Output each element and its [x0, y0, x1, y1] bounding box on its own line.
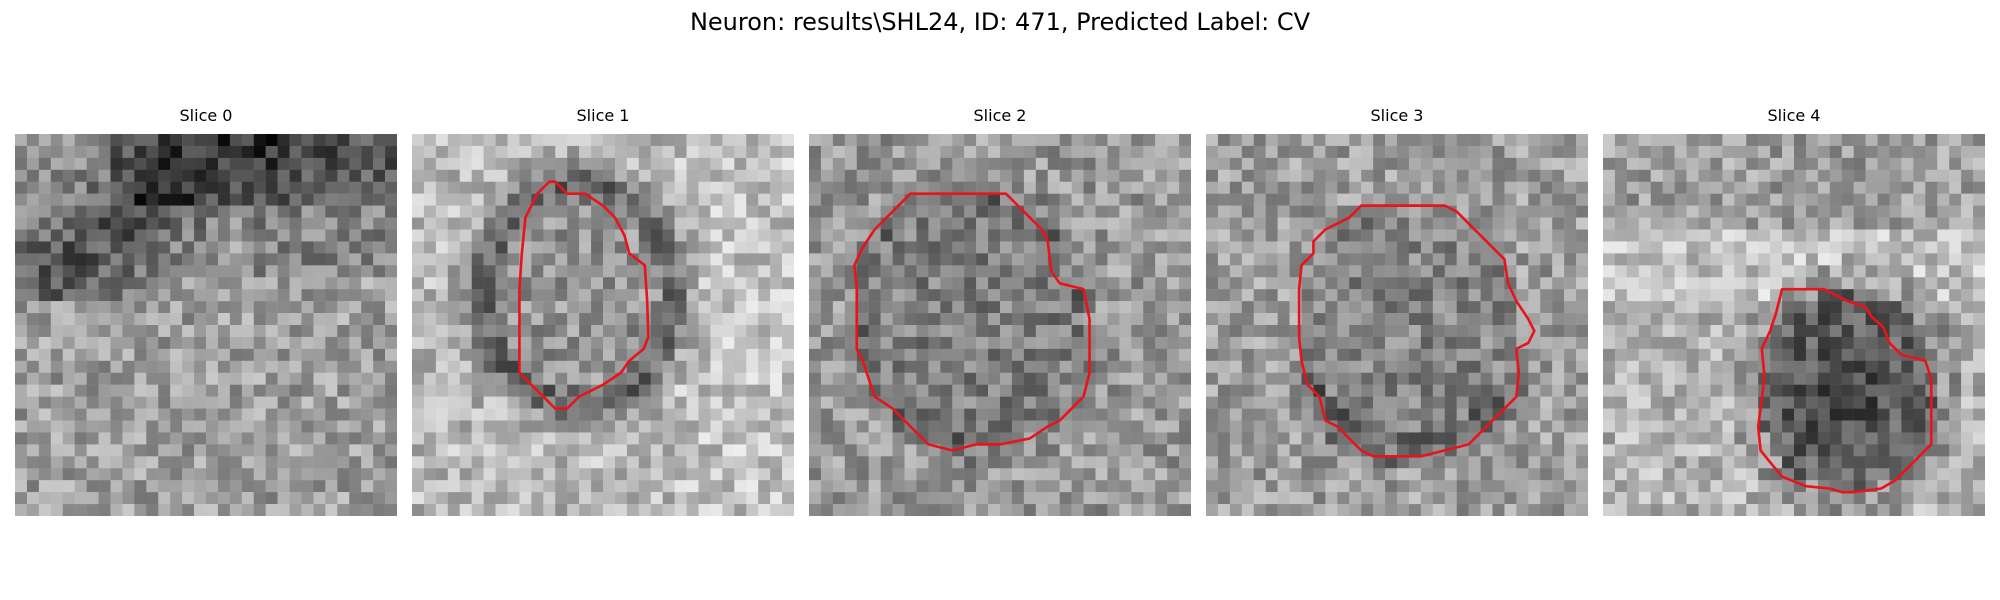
- slice-panel-4: Slice 4: [1603, 106, 1985, 516]
- slice-title-1: Slice 1: [576, 106, 630, 125]
- slice-title-4: Slice 4: [1767, 106, 1821, 125]
- slice-image-2: [809, 134, 1191, 516]
- slice-title-3: Slice 3: [1370, 106, 1424, 125]
- slice-image-4: [1603, 134, 1985, 516]
- figure-title: Neuron: results\SHL24, ID: 471, Predicte…: [689, 8, 1311, 36]
- slice-image-1: [412, 134, 794, 516]
- slice-image-3: [1206, 134, 1588, 516]
- slice-panel-3: Slice 3: [1206, 106, 1588, 516]
- slice-title-2: Slice 2: [973, 106, 1027, 125]
- slice-panel-0: Slice 0: [15, 106, 397, 516]
- segmentation-outline-3: [1297, 204, 1536, 458]
- slice-panel-2: Slice 2: [809, 106, 1191, 516]
- segmentation-outline-4: [1756, 287, 1933, 494]
- segmentation-outline-1: [518, 180, 650, 410]
- slice-panel-1: Slice 1: [412, 106, 794, 516]
- slice-title-0: Slice 0: [179, 106, 233, 125]
- slice-image-0: [15, 134, 397, 516]
- segmentation-outline-2: [853, 192, 1091, 452]
